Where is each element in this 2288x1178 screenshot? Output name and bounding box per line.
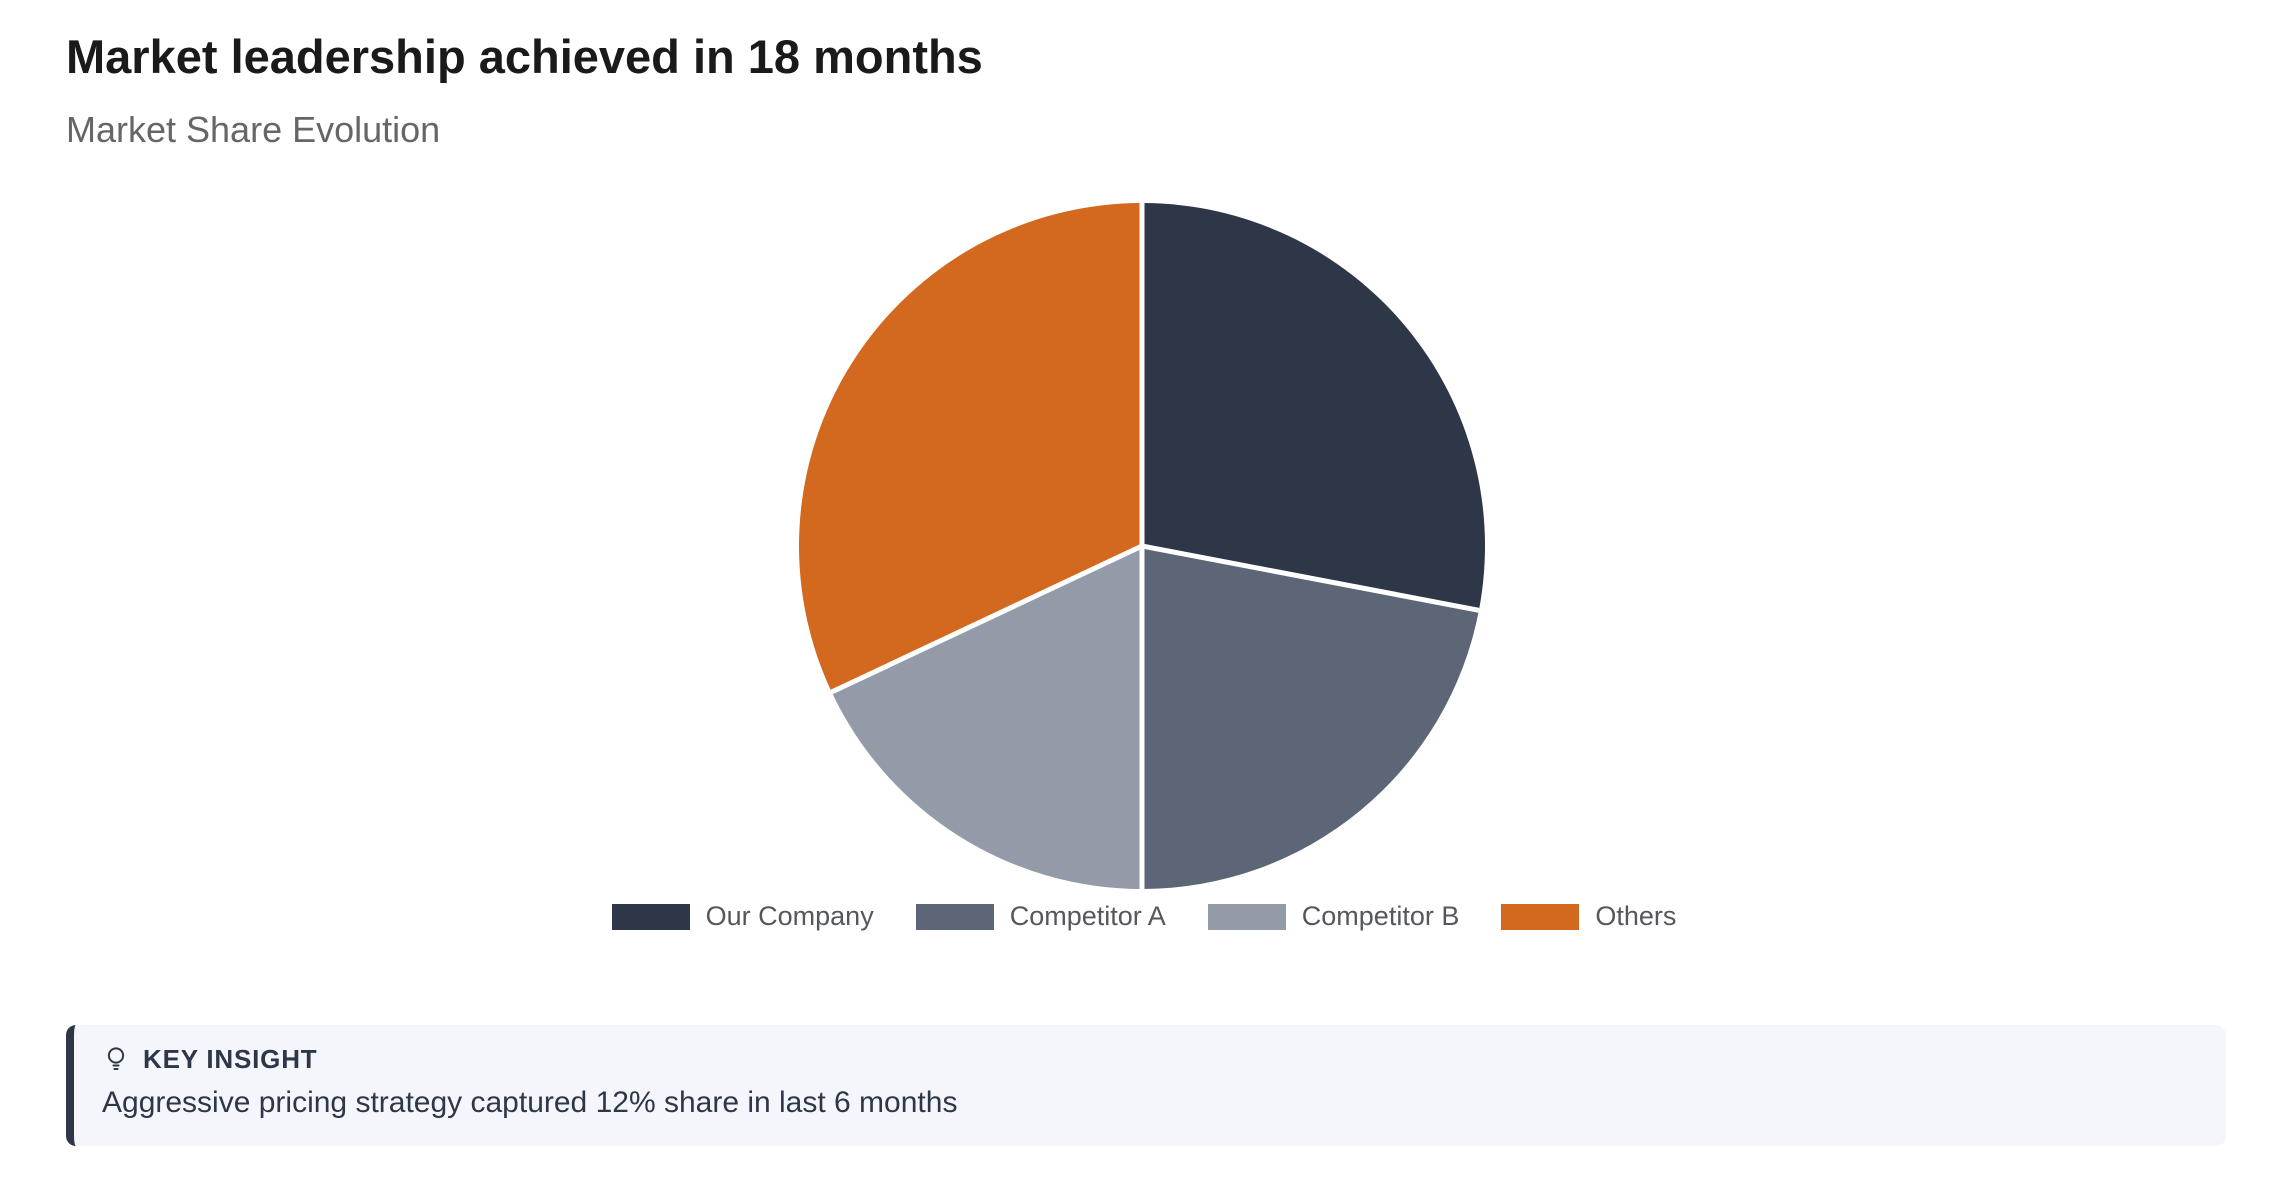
key-insight-text: Aggressive pricing strategy captured 12%… — [102, 1086, 958, 1119]
legend-label: Competitor A — [1009, 901, 1166, 931]
legend-item-others: Others — [1501, 903, 1676, 930]
legend-swatch — [1207, 903, 1286, 930]
legend-item-competitor-b: Competitor B — [1207, 901, 1460, 931]
legend-swatch — [915, 903, 994, 930]
pie-slice-our-company — [1142, 203, 1485, 611]
legend-item-competitor-a: Competitor A — [915, 901, 1166, 931]
slice-separator — [1141, 543, 1480, 613]
legend-item-our-company: Our Company — [611, 901, 874, 931]
legend-label: Our Company — [705, 901, 874, 931]
legend-label: Others — [1595, 901, 1677, 931]
key-insight-box: KEY INSIGHT Aggressive pricing strategy … — [66, 1025, 2226, 1146]
chart-subtitle: Market Share Evolution — [66, 109, 441, 150]
chart-legend: Our Company Competitor A Competitor B Other… — [0, 903, 2288, 930]
slide-title: Market leadership achieved in 18 months — [66, 30, 983, 83]
lightbulb-icon — [107, 1047, 125, 1071]
legend-label: Competitor B — [1301, 901, 1460, 931]
pie-slice-competitor-a — [1142, 546, 1479, 889]
key-insight-header: KEY INSIGHT — [102, 1045, 2198, 1073]
pie-slice-others — [798, 203, 1142, 693]
key-insight-label: KEY INSIGHT — [143, 1044, 318, 1074]
slice-separator — [830, 543, 1144, 695]
legend-swatch — [611, 903, 690, 930]
legend-swatch — [1501, 903, 1580, 930]
pie-slice-competitor-b — [831, 546, 1142, 889]
pie-chart — [798, 203, 1485, 889]
